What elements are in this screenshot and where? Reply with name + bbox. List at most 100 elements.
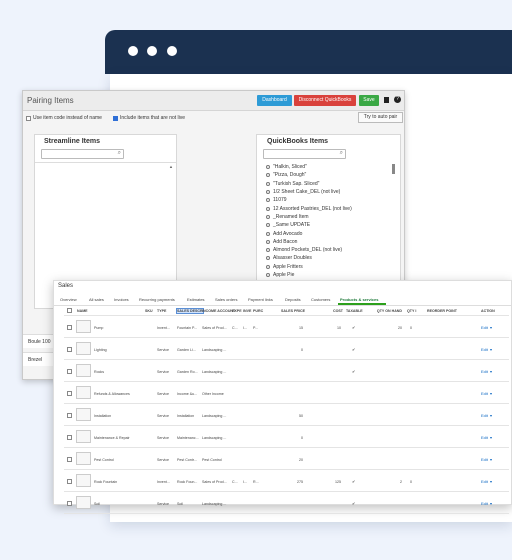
qb-item[interactable]: Apple Fritters [266, 263, 391, 271]
row-checkbox[interactable] [67, 501, 72, 506]
column-header[interactable]: NAME [77, 309, 88, 313]
qb-item[interactable]: Alsasser Doubles [266, 254, 391, 262]
radio[interactable] [266, 223, 270, 228]
item-name[interactable]: Pest Control [94, 458, 114, 462]
item-name[interactable]: Pump [94, 326, 104, 330]
item-name[interactable]: Refunds & Allowances [94, 392, 130, 396]
tab[interactable]: Sales orders [215, 297, 238, 302]
radio[interactable] [266, 231, 270, 236]
action-dropdown[interactable]: ▾ [490, 457, 493, 462]
save-button[interactable]: Save [359, 95, 379, 106]
column-header[interactable]: SALES DESCR [176, 308, 204, 314]
action-dropdown[interactable]: ▾ [490, 347, 493, 352]
tab[interactable]: Products & services [340, 297, 379, 302]
radio[interactable] [266, 239, 270, 244]
item-name[interactable]: Rock Fountain [94, 480, 118, 484]
column-header[interactable]: SALES PRICE [281, 309, 305, 313]
column-header[interactable]: TYPE [157, 309, 167, 313]
item-name[interactable]: Soil [94, 502, 100, 506]
qb-item[interactable]: Almond Pockets_DEL (not live) [266, 246, 391, 254]
qb-item[interactable]: 1/2 Sheet Cake_DEL (not live) [266, 188, 391, 196]
qb-item[interactable]: _Same UPDATE [266, 221, 391, 229]
row-checkbox[interactable] [67, 325, 72, 330]
option[interactable]: Include items that are not live [113, 115, 185, 121]
radio[interactable] [266, 181, 270, 186]
qb-item[interactable]: 12 Assorted Pastries_DEL (not live) [266, 204, 391, 212]
radio[interactable] [266, 256, 270, 261]
tab[interactable]: Deposits [285, 297, 301, 302]
column-header[interactable]: QTY ON HAND [376, 309, 402, 313]
edit-link[interactable]: Edit [481, 391, 488, 396]
row-checkbox[interactable] [67, 435, 72, 440]
streamline-row[interactable]: Brezel [23, 352, 59, 366]
radio[interactable] [266, 198, 270, 203]
tab[interactable]: Payment links [248, 297, 273, 302]
scrollbar[interactable] [392, 164, 395, 174]
action-dropdown[interactable]: ▾ [490, 501, 493, 506]
search-box[interactable]: ⌕ [263, 149, 346, 159]
radio[interactable] [266, 248, 270, 253]
qb-item[interactable]: _Renamed Item [266, 213, 391, 221]
column-header[interactable]: INVE [243, 309, 252, 313]
qb-item[interactable]: "Pizza, Dough" [266, 171, 391, 179]
column-header[interactable]: INCOME ACCOUNT [202, 309, 236, 313]
column-header[interactable]: REORDER POINT [427, 309, 457, 313]
radio[interactable] [266, 206, 270, 211]
qb-item[interactable]: Add Bacon [266, 238, 391, 246]
row-checkbox[interactable] [67, 413, 72, 418]
qb-item[interactable]: "Turkish Sap. Sliced" [266, 180, 391, 188]
tab[interactable]: Overview [60, 297, 77, 302]
tab[interactable]: Recurring payments [139, 297, 175, 302]
radio[interactable] [266, 214, 270, 219]
action-dropdown[interactable]: ▾ [490, 435, 493, 440]
column-header[interactable]: PURC [253, 309, 264, 313]
column-header[interactable]: QTY I [407, 309, 417, 313]
edit-link[interactable]: Edit [481, 435, 488, 440]
edit-link[interactable]: Edit [481, 369, 488, 374]
edit-link[interactable]: Edit [481, 479, 488, 484]
item-name[interactable]: Installation [94, 414, 112, 418]
radio[interactable] [266, 190, 270, 195]
qb-item[interactable]: Add Avocado [266, 229, 391, 237]
row-checkbox[interactable] [67, 369, 72, 374]
column-header[interactable]: TAXABLE [346, 309, 363, 313]
edit-link[interactable]: Edit [481, 457, 488, 462]
radio[interactable] [266, 173, 270, 178]
edit-link[interactable]: Edit [481, 413, 488, 418]
book-icon[interactable] [384, 97, 389, 103]
edit-link[interactable]: Edit [481, 347, 488, 352]
row-checkbox[interactable] [67, 457, 72, 462]
tab[interactable]: All sales [89, 297, 104, 302]
column-header[interactable]: COST [333, 309, 343, 313]
action-dropdown[interactable]: ▾ [490, 479, 493, 484]
edit-link[interactable]: Edit [481, 501, 488, 506]
scroll-arrow[interactable]: ▲ [169, 164, 173, 169]
help-icon[interactable]: ? [394, 96, 401, 103]
item-name[interactable]: Maintenance & Repair [94, 436, 130, 440]
checkbox[interactable] [113, 115, 118, 121]
row-checkbox[interactable] [67, 479, 72, 484]
column-header[interactable]: EXPE [232, 309, 242, 313]
dashboard-button[interactable]: Dashboard [257, 95, 292, 106]
checkbox[interactable] [26, 115, 31, 121]
radio[interactable] [266, 165, 270, 170]
row-checkbox[interactable] [67, 391, 72, 396]
item-name[interactable]: Rocks [94, 370, 104, 374]
qb-item[interactable]: "Halkin, Sliced" [266, 163, 391, 171]
streamline-row[interactable]: Boule 100 [23, 334, 59, 348]
row-checkbox[interactable] [67, 347, 72, 352]
radio[interactable] [266, 264, 270, 269]
tab[interactable]: Invoices [114, 297, 129, 302]
action-dropdown[interactable]: ▾ [490, 369, 493, 374]
action-dropdown[interactable]: ▾ [490, 413, 493, 418]
action-dropdown[interactable]: ▾ [490, 325, 493, 330]
tab[interactable]: Estimates [187, 297, 205, 302]
action-dropdown[interactable]: ▾ [490, 391, 493, 396]
column-header[interactable]: SKU [145, 309, 153, 313]
search-box[interactable]: ⌕ [41, 149, 124, 159]
item-name[interactable]: Lighting [94, 348, 107, 352]
option[interactable]: Use item code instead of name [26, 115, 102, 121]
qb-item[interactable]: Apple Pie [266, 271, 391, 279]
radio[interactable] [266, 273, 270, 277]
disconnect-button[interactable]: Disconnect QuickBooks [294, 95, 356, 106]
